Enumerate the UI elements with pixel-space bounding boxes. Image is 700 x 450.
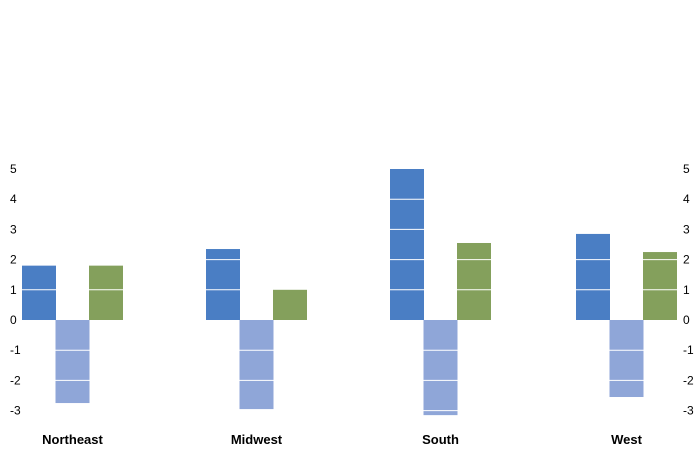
bar-south-series-1	[390, 169, 424, 320]
bar-west-series-1	[576, 233, 610, 320]
y-tick-right: -1	[683, 343, 694, 357]
y-tick-right: 1	[683, 283, 690, 297]
bar-northeast-series-3	[89, 265, 123, 320]
bar-northeast-series-2	[55, 320, 90, 404]
bar-northeast-series-1	[22, 265, 56, 320]
bar-south-series-2	[423, 320, 458, 416]
y-tick-right: 4	[683, 192, 690, 206]
y-tick-right: -2	[683, 373, 694, 387]
bar-midwest-series-1	[206, 249, 240, 320]
bar-midwest-series-2	[239, 320, 274, 410]
y-tick-left: 5	[10, 162, 17, 176]
y-tick-right: 2	[683, 253, 690, 267]
category-label-northeast: Northeast	[42, 432, 103, 447]
bar-west-series-2	[609, 320, 644, 398]
category-labels: Northeast Midwest South West	[42, 432, 642, 447]
bar-west-series-3	[643, 252, 677, 320]
bar-south-series-3	[457, 242, 491, 320]
y-tick-left: -1	[10, 343, 21, 357]
left-axis: 5 4 3 2 1 0 -1 -2 -3	[10, 162, 21, 418]
y-tick-right: 3	[683, 222, 690, 236]
y-tick-right: -3	[683, 404, 694, 418]
y-tick-left: 0	[10, 313, 17, 327]
y-tick-left: 4	[10, 192, 17, 206]
y-tick-right: 0	[683, 313, 690, 327]
y-tick-left: -3	[10, 404, 21, 418]
category-label-west: West	[611, 432, 642, 447]
category-label-midwest: Midwest	[231, 432, 283, 447]
category-label-south: South	[422, 432, 459, 447]
bar-midwest-series-3	[273, 289, 307, 320]
y-tick-left: 3	[10, 222, 17, 236]
bars	[22, 169, 677, 416]
y-tick-left: 2	[10, 253, 17, 267]
y-tick-left: -2	[10, 373, 21, 387]
y-tick-left: 1	[10, 283, 17, 297]
right-axis: 5 4 3 2 1 0 -1 -2 -3	[683, 162, 694, 418]
y-tick-right: 5	[683, 162, 690, 176]
bar-segment-lines	[22, 198, 677, 412]
